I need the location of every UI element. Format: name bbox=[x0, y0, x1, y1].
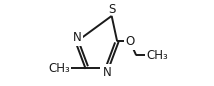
Text: N: N bbox=[103, 66, 111, 79]
Text: CH₃: CH₃ bbox=[48, 62, 70, 75]
Text: S: S bbox=[108, 3, 115, 16]
Text: CH₃: CH₃ bbox=[146, 49, 168, 62]
Text: O: O bbox=[126, 35, 135, 48]
Text: N: N bbox=[73, 31, 81, 44]
